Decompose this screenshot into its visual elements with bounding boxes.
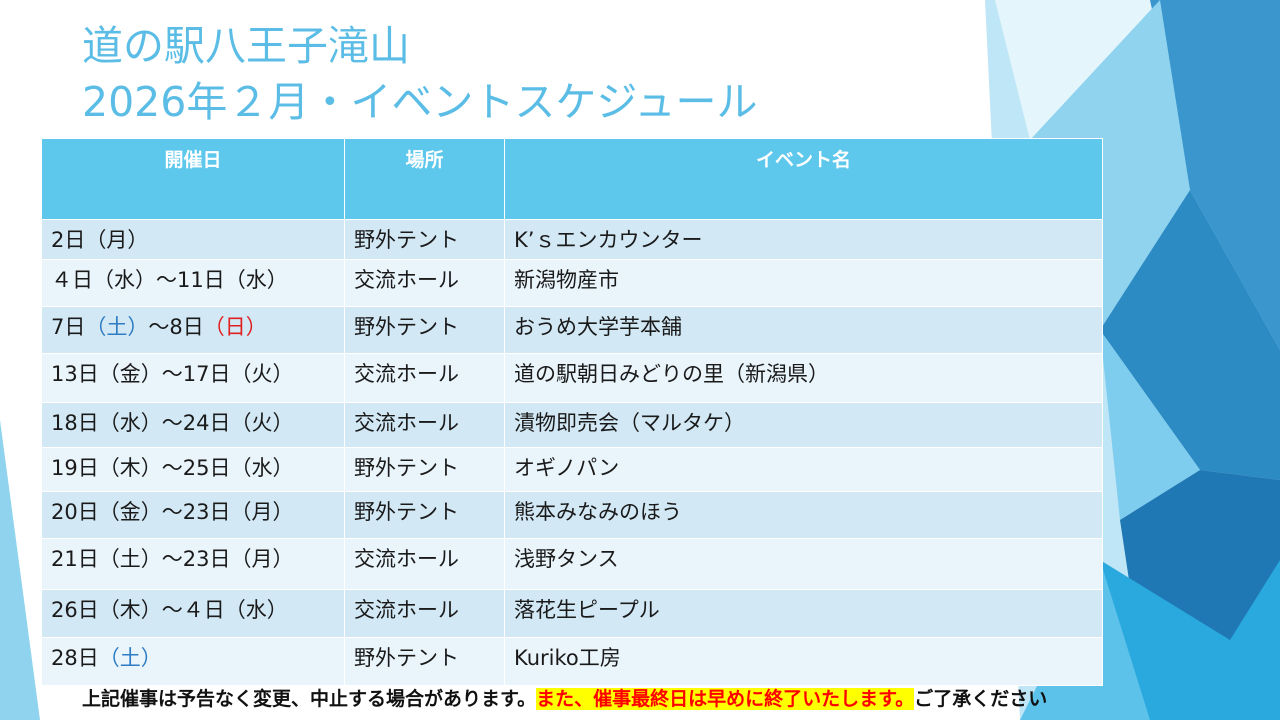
date-segment: 19日（木）～25日（水） [51,456,294,480]
cell-place: 交流ホール [344,259,505,307]
cell-date: 20日（金）～23日（月） [41,491,345,539]
date-segment: ４日（水）～11日（水） [51,268,288,292]
cell-event: 落花生ピープル [504,589,1103,638]
cell-event: K’ｓエンカウンター [504,219,1103,260]
cell-date: 7日（土）～8日（日） [41,306,345,354]
cell-event: おうめ大学芋本舗 [504,306,1103,354]
facet-shape [1150,0,1280,350]
table-row: 18日（水）～24日（火） 交流ホール 漬物即売会（マルタケ） [41,402,1103,448]
table-row: 7日（土）～8日（日） 野外テント おうめ大学芋本舗 [41,306,1103,354]
header-place: 場所 [344,138,505,220]
date-segment: 26日（木）～４日（水） [51,598,288,622]
header-date: 開催日 [41,138,345,220]
date-segment: 7日 [51,315,86,339]
cell-place: 野外テント [344,491,505,539]
date-segment: 18日（水）～24日（火） [51,411,294,435]
cell-event: 漬物即売会（マルタケ） [504,402,1103,448]
cell-date: 19日（木）～25日（水） [41,447,345,492]
cell-event: オギノパン [504,447,1103,492]
date-segment: ～8日 [148,315,204,339]
date-segment: （土） [98,646,162,670]
cell-date: 21日（土）～23日（月） [41,538,345,590]
table-row: 2日（月） 野外テント K’ｓエンカウンター [41,219,1103,260]
cell-place: 交流ホール [344,353,505,403]
facet-shape [1100,330,1200,520]
cell-date: 28日（土） [41,637,345,686]
table-row: 13日（金）～17日（火） 交流ホール 道の駅朝日みどりの里（新潟県） [41,353,1103,403]
date-segment: 28日 [51,646,99,670]
date-segment: 2日（月） [51,228,149,252]
cell-date: ４日（水）～11日（水） [41,259,345,307]
page-title-line2: 2026年２月・イベントスケジュール [82,78,758,126]
table-row: 20日（金）～23日（月） 野外テント 熊本みなみのほう [41,491,1103,539]
header-event: イベント名 [504,138,1103,220]
facet-shape [1100,190,1280,480]
event-schedule-table: 開催日 場所 イベント名 2日（月） 野外テント K’ｓエンカウンター ４日（水）～1… [41,138,1103,686]
cell-event: 道の駅朝日みどりの里（新潟県） [504,353,1103,403]
cell-event: 熊本みなみのほう [504,491,1103,539]
footer-note-part1: 上記催事は予告なく変更、中止する場合があります。 [82,688,537,710]
date-segment: 13日（金）～17日（火） [51,362,294,386]
footer-note: 上記催事は予告なく変更、中止する場合があります。また、催事最終日は早めに終了いた… [82,684,1047,714]
footer-note-part2: ご了承ください [914,688,1048,710]
table-header-row: 開催日 場所 イベント名 [41,138,1103,220]
cell-date: 18日（水）～24日（火） [41,402,345,448]
table-row: 26日（木）～４日（水） 交流ホール 落花生ピープル [41,589,1103,638]
cell-event: Kuriko工房 [504,637,1103,686]
date-segment: 20日（金）～23日（月） [51,500,294,524]
cell-place: 交流ホール [344,538,505,590]
date-segment: 21日（土）～23日（月） [51,547,294,571]
cell-date: 2日（月） [41,219,345,260]
date-segment: （土） [85,315,149,339]
cell-place: 野外テント [344,219,505,260]
table-row: 28日（土） 野外テント Kuriko工房 [41,637,1103,686]
cell-place: 野外テント [344,306,505,354]
cell-place: 野外テント [344,447,505,492]
table-row: ４日（水）～11日（水） 交流ホール 新潟物産市 [41,259,1103,307]
facet-shape [995,0,1160,140]
cell-date: 26日（木）～４日（水） [41,589,345,638]
cell-date: 13日（金）～17日（火） [41,353,345,403]
cell-event: 浅野タンス [504,538,1103,590]
cell-place: 野外テント [344,637,505,686]
date-segment: （日） [203,315,267,339]
cell-place: 交流ホール [344,402,505,448]
facet-shape [0,420,40,720]
table-row: 19日（木）～25日（水） 野外テント オギノパン [41,447,1103,492]
cell-event: 新潟物産市 [504,259,1103,307]
footer-note-highlight: また、催事最終日は早めに終了いたします。 [536,688,915,710]
page-title-line1: 道の駅八王子滝山 [82,22,410,70]
cell-place: 交流ホール [344,589,505,638]
table-row: 21日（土）～23日（月） 交流ホール 浅野タンス [41,538,1103,590]
